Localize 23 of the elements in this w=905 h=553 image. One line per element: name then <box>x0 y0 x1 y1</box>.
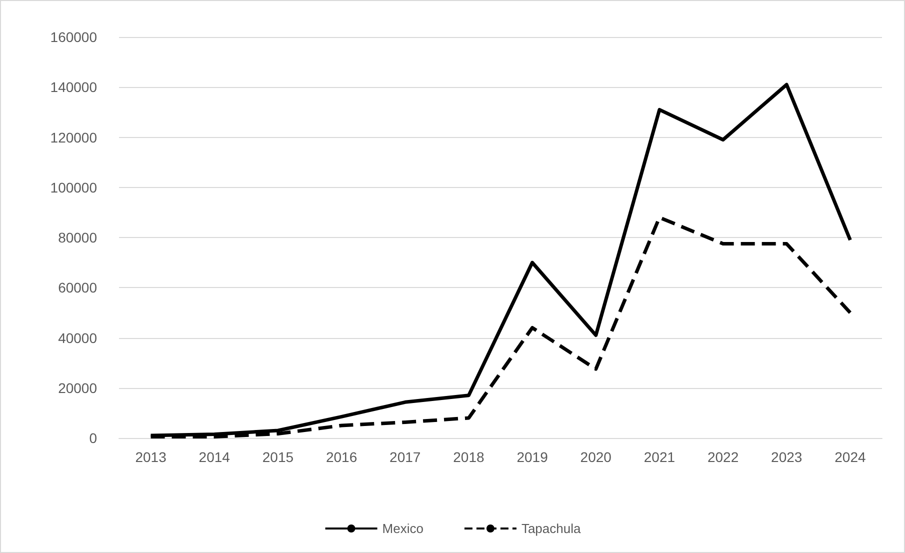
y-tick-label: 100000 <box>50 179 98 196</box>
y-tick-label: 120000 <box>50 129 98 146</box>
x-tick-label: 2024 <box>834 449 866 465</box>
x-tick-label: 2022 <box>707 449 739 465</box>
x-tick-label: 2015 <box>262 449 294 465</box>
y-tick-label: 20000 <box>58 380 98 396</box>
x-tick-label: 2016 <box>326 449 358 465</box>
x-tick-label: 2017 <box>390 449 421 465</box>
y-tick-label: 0 <box>89 430 98 446</box>
legend-label: Tapachula <box>521 521 582 536</box>
y-tick-label: 140000 <box>50 79 98 96</box>
x-tick-label: 2019 <box>516 449 548 465</box>
x-tick-label: 2021 <box>644 449 676 465</box>
x-tick-label: 2014 <box>198 449 230 465</box>
y-tick-label: 160000 <box>50 29 98 45</box>
x-tick-label: 2018 <box>453 449 484 465</box>
x-tick-label: 2023 <box>771 449 802 465</box>
y-tick-label: 80000 <box>58 230 98 246</box>
y-tick-label: 40000 <box>58 330 98 346</box>
x-tick-label: 2013 <box>135 449 167 465</box>
y-tick-label: 60000 <box>58 280 98 296</box>
x-tick-label: 2020 <box>580 449 612 465</box>
legend-label: Mexico <box>382 521 424 536</box>
